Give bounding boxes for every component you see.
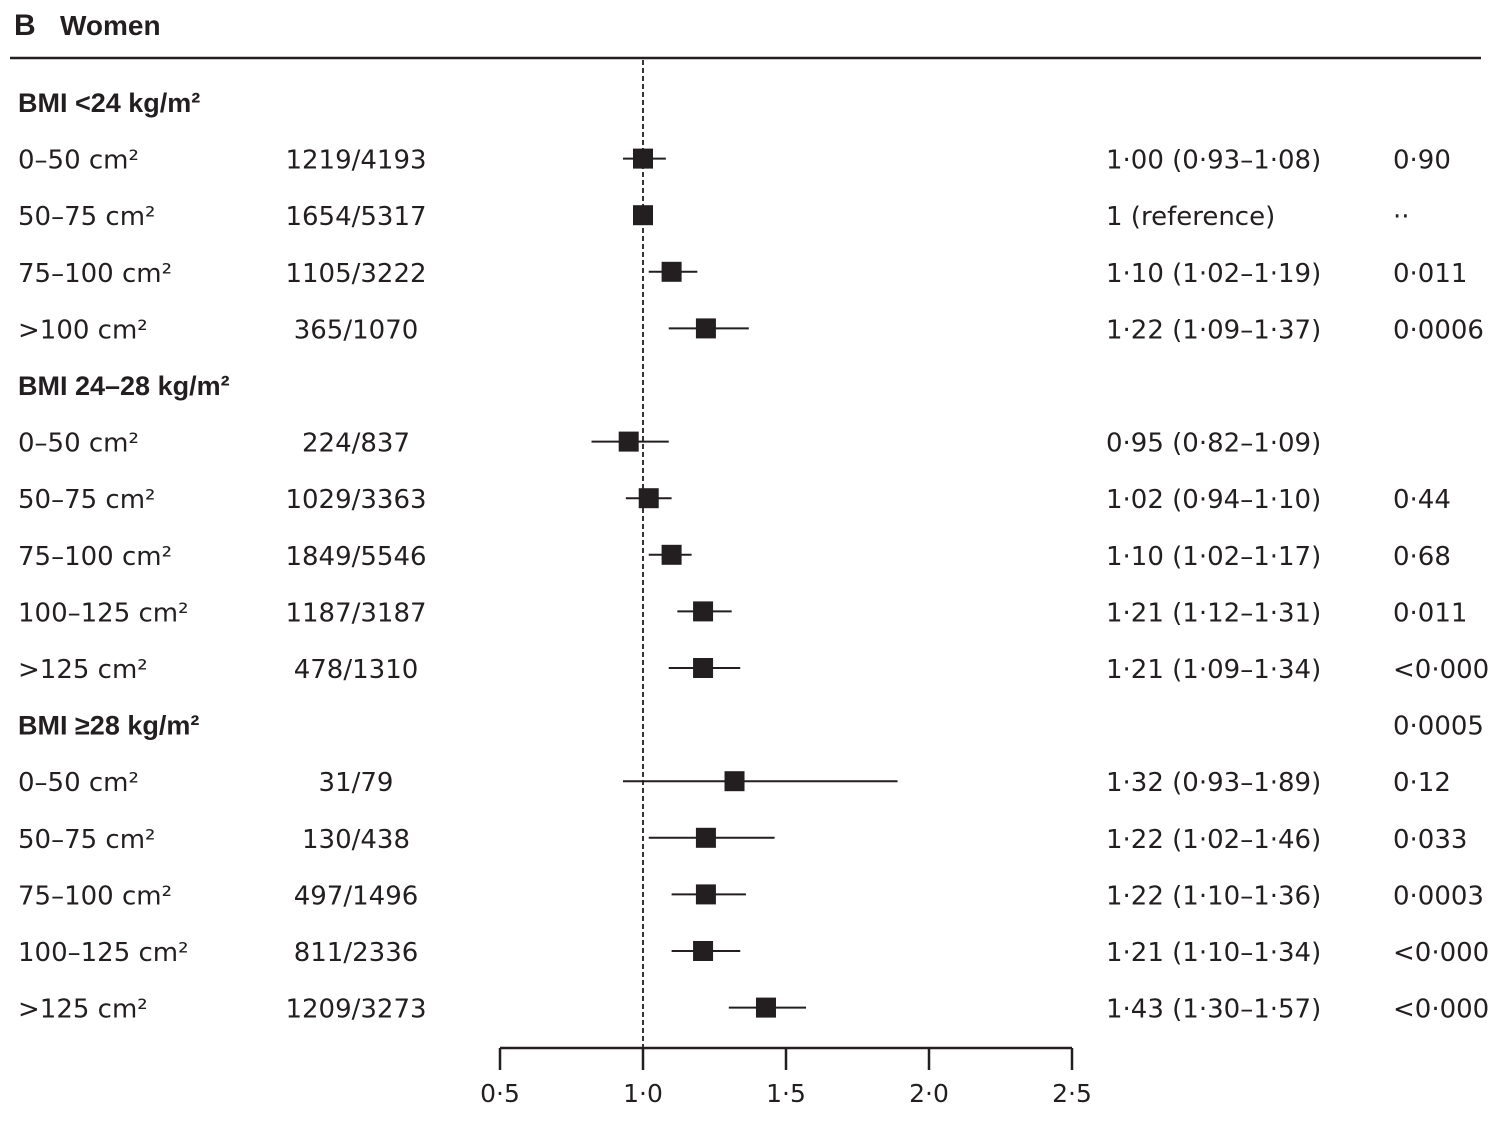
row-p-value: 0·90: [1393, 146, 1451, 176]
row-label: 50–75 cm²: [18, 485, 155, 515]
row-ci-text: 1·21 (1·12–1·31): [1106, 598, 1321, 628]
row-label: 100–125 cm²: [18, 938, 189, 968]
row-p-value: 0·011: [1393, 259, 1467, 289]
point-estimate: [633, 148, 653, 169]
row-events: 1219/4193: [285, 146, 426, 176]
row-ci-text: 1·43 (1·30–1·57): [1106, 995, 1321, 1025]
row-label: >125 cm²: [18, 655, 148, 685]
row-events: 1654/5317: [285, 202, 426, 232]
row-label: 50–75 cm²: [18, 202, 155, 232]
point-estimate: [638, 488, 659, 509]
point-estimate: [695, 827, 716, 848]
row-p-value: 0·033: [1393, 825, 1467, 855]
row-events: 1849/5546: [285, 542, 426, 572]
x-tick-label: 1·5: [766, 1079, 806, 1108]
row-p-value: 0·0003: [1393, 881, 1484, 911]
point-estimate: [661, 261, 682, 282]
group-title: BMI 24–28 kg/m²: [18, 371, 230, 401]
row-events: 478/1310: [294, 655, 419, 685]
row-events: 130/438: [302, 825, 410, 855]
row-ci-text: 1·22 (1·02–1·46): [1106, 825, 1321, 855]
row-label: >125 cm²: [18, 995, 148, 1025]
row-p-value: 0·68: [1393, 542, 1451, 572]
group-p-value: 0·0005: [1393, 712, 1484, 742]
row-p-value: <0·0001: [1393, 938, 1492, 968]
row-events: 1105/3222: [285, 259, 426, 289]
row-ci-text: 1·00 (0·93–1·08): [1106, 146, 1321, 176]
panel-title: Women: [60, 10, 161, 41]
row-label: 75–100 cm²: [18, 881, 172, 911]
row-label: 0–50 cm²: [18, 146, 139, 176]
row-label: 0–50 cm²: [18, 429, 139, 459]
row-ci-text: 1·22 (1·10–1·36): [1106, 881, 1321, 911]
row-ci-text: 1·32 (0·93–1·89): [1106, 768, 1321, 798]
row-p-value: <0·0001: [1393, 995, 1492, 1025]
row-label: 100–125 cm²: [18, 598, 189, 628]
row-ci-text: 1·21 (1·10–1·34): [1106, 938, 1321, 968]
x-tick-label: 0·5: [480, 1079, 520, 1108]
point-estimate: [693, 601, 714, 622]
point-estimate: [755, 997, 776, 1018]
row-ci-text: 1·21 (1·09–1·34): [1106, 655, 1321, 685]
point-estimate: [693, 941, 714, 961]
point-estimate: [633, 205, 653, 226]
x-tick-label: 2·5: [1052, 1079, 1092, 1108]
x-tick-label: 2·0: [909, 1079, 949, 1108]
row-ci-text: 0·95 (0·82–1·09): [1106, 429, 1321, 459]
row-p-value: 0·44: [1393, 485, 1451, 515]
panel-letter: B: [14, 9, 36, 42]
row-ci-text: 1·10 (1·02–1·17): [1106, 542, 1321, 572]
point-estimate: [661, 544, 682, 565]
row-events: 497/1496: [294, 881, 419, 911]
row-p-value: <0·0001: [1393, 655, 1492, 685]
row-p-value: ··: [1393, 202, 1410, 232]
row-events: 1029/3363: [285, 485, 426, 515]
row-p-value: 0·12: [1393, 768, 1451, 798]
row-events: 224/837: [302, 429, 410, 459]
row-events: 1209/3273: [285, 995, 426, 1025]
row-events: 1187/3187: [285, 598, 426, 628]
row-ci-text: 1·10 (1·02–1·19): [1106, 259, 1321, 289]
group-title: BMI ≥28 kg/m²: [18, 711, 199, 741]
point-estimate: [695, 884, 716, 905]
row-label: 75–100 cm²: [18, 542, 172, 572]
row-label: >100 cm²: [18, 315, 148, 345]
point-estimate: [618, 431, 639, 452]
point-estimate: [695, 318, 716, 339]
x-axis: 0·5 1·0 1·5 2·0 2·5: [480, 1046, 1092, 1108]
row-events: 31/79: [319, 768, 394, 798]
row-ci-text: 1·02 (0·94–1·10): [1106, 485, 1321, 515]
row-p-value: 0·0006: [1393, 315, 1484, 345]
x-tick-label: 1·0: [623, 1079, 663, 1108]
row-p-value: 0·011: [1393, 598, 1467, 628]
point-estimate: [693, 658, 714, 678]
row-ci-text: 1 (reference): [1106, 202, 1275, 232]
row-events: 811/2336: [294, 938, 419, 968]
row-ci-text: 1·22 (1·09–1·37): [1106, 315, 1321, 345]
plot-area: BMI <24 kg/m² 0–50 cm² 1219/4193 1·00 (0·93…: [18, 60, 1492, 1048]
point-estimate: [724, 771, 745, 792]
row-label: 0–50 cm²: [18, 768, 139, 798]
row-events: 365/1070: [294, 315, 419, 345]
row-label: 75–100 cm²: [18, 259, 172, 289]
group-title: BMI <24 kg/m²: [18, 88, 200, 118]
row-label: 50–75 cm²: [18, 825, 155, 855]
